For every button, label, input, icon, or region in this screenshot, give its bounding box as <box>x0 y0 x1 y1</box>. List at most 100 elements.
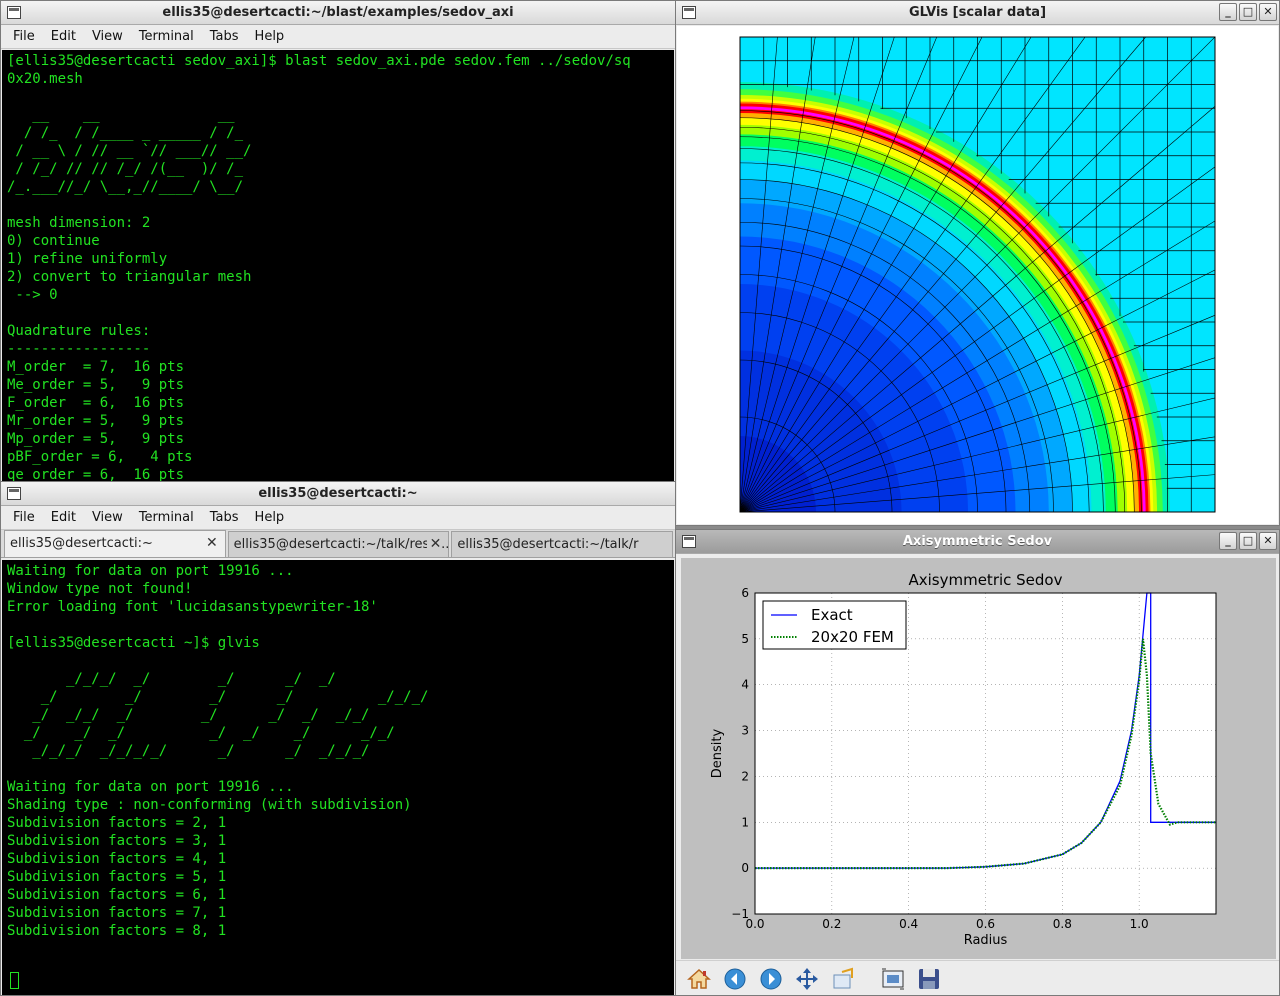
back-button[interactable] <box>720 964 750 994</box>
close-button[interactable]: ✕ <box>1259 532 1277 550</box>
chart-area[interactable]: Axisymmetric Sedov 0.0 0.2 0.4 0.6 0.8 1.0 −1 0 1… <box>681 558 1276 959</box>
glvis-title: GLVis [scalar data] <box>908 5 1047 20</box>
terminal2-titlebar[interactable]: ellis35@desertcacti:~ <box>1 482 675 506</box>
chart-title: Axisymmetric Sedov <box>908 571 1062 589</box>
menu-file[interactable]: File <box>13 29 35 44</box>
mesh-line <box>740 269 1215 512</box>
mesh-line <box>740 37 1086 512</box>
terminal1-menubar: File Edit View Terminal Tabs Help <box>1 25 675 49</box>
tab-talk[interactable]: ellis35@desertcacti:~/talk/r <box>451 531 674 557</box>
maximize-button[interactable]: □ <box>1239 532 1257 550</box>
glvis-window: GLVis [scalar data] _ □ ✕ <box>675 0 1280 526</box>
menu-terminal[interactable]: Terminal <box>138 29 194 44</box>
chart-legend: Exact 20x20 FEM <box>762 600 907 650</box>
back-icon <box>724 968 746 989</box>
density-chart: Axisymmetric Sedov 0.0 0.2 0.4 0.6 0.8 1.0 −1 0 1… <box>710 571 1217 948</box>
y-tick-label: 0 <box>741 861 749 875</box>
menu-file[interactable]: File <box>13 510 35 525</box>
terminal2-text: Waiting for data on port 19916 ... Windo… <box>7 563 429 939</box>
menu-view[interactable]: View <box>91 29 123 44</box>
menu-edit[interactable]: Edit <box>50 510 76 525</box>
legend-label: 20x20 FEM <box>811 628 894 646</box>
mesh-line <box>740 474 1215 512</box>
mesh-line <box>740 37 983 512</box>
terminal2-menubar: File Edit View Terminal Tabs Help <box>1 506 675 530</box>
legend-label: Exact <box>811 606 853 624</box>
mesh-line <box>740 166 1215 512</box>
tab-home[interactable]: ellis35@desertcacti:~ ✕ <box>4 530 226 557</box>
mesh-line <box>740 37 1215 512</box>
maximize-button[interactable]: □ <box>1239 3 1257 21</box>
mesh-line <box>740 357 1215 512</box>
x-axis-label: Radius <box>964 933 1008 948</box>
tab-talk-results[interactable]: ellis35@desertcacti:~/talk/resul... ✕ <box>227 531 450 557</box>
x-tick-label: 0.2 <box>822 917 841 931</box>
pan-button[interactable] <box>792 964 822 994</box>
save-button[interactable] <box>914 964 944 994</box>
menu-terminal[interactable]: Terminal <box>138 510 194 525</box>
glvis-render-canvas[interactable] <box>677 26 1278 524</box>
terminal2-tabbar: ellis35@desertcacti:~ ✕ ellis35@desertca… <box>1 530 675 558</box>
terminal-window-2: ellis35@desertcacti:~ File Edit View Ter… <box>0 481 676 996</box>
glvis-titlebar[interactable]: GLVis [scalar data] _ □ ✕ <box>676 1 1279 25</box>
menu-help[interactable]: Help <box>254 510 285 525</box>
subplots-button[interactable] <box>878 964 908 994</box>
close-button[interactable]: ✕ <box>1259 3 1277 21</box>
x-tick-label: 1.0 <box>1130 917 1149 931</box>
y-tick-label: −1 <box>731 907 749 921</box>
window-menu-icon[interactable] <box>7 487 21 500</box>
sedov-window-title: Axisymmetric Sedov <box>902 534 1053 549</box>
y-tick-label: 6 <box>741 586 749 600</box>
mesh-line <box>740 436 1215 512</box>
terminal1-title: ellis35@desertcacti:~/blast/examples/sed… <box>162 5 514 20</box>
window-menu-icon[interactable] <box>682 535 696 548</box>
menu-tabs[interactable]: Tabs <box>209 510 239 525</box>
tab-label: ellis35@desertcacti:~/talk/r <box>457 537 639 552</box>
mesh-line <box>740 37 778 512</box>
window-menu-icon[interactable] <box>682 6 696 19</box>
terminal1-titlebar[interactable]: ellis35@desertcacti:~/blast/examples/sed… <box>1 1 675 25</box>
y-tick-label: 3 <box>741 724 749 738</box>
terminal2-output[interactable]: Waiting for data on port 19916 ... Windo… <box>2 560 674 995</box>
menu-view[interactable]: View <box>91 510 123 525</box>
home-icon <box>687 968 711 989</box>
minimize-button[interactable]: _ <box>1219 3 1237 21</box>
window-menu-icon[interactable] <box>7 6 21 19</box>
y-tick-label: 5 <box>741 632 749 646</box>
forward-button[interactable] <box>756 964 786 994</box>
pan-icon <box>796 967 818 990</box>
matplotlib-toolbar <box>676 960 1279 995</box>
terminal2-title: ellis35@desertcacti:~ <box>258 486 418 501</box>
glvis-scalar-field <box>739 36 1216 513</box>
tab-label: ellis35@desertcacti:~/talk/resul... <box>233 537 450 552</box>
menu-edit[interactable]: Edit <box>50 29 76 44</box>
subplots-icon <box>882 968 904 989</box>
x-tick-label: 0.6 <box>976 917 995 931</box>
mesh-line <box>740 37 1032 512</box>
tab-label: ellis35@desertcacti:~ <box>10 536 153 551</box>
mesh-line <box>740 397 1215 512</box>
mesh-line <box>740 37 816 512</box>
mesh-line <box>740 37 855 512</box>
terminal1-output[interactable]: [ellis35@desertcacti sedov_axi]$ blast s… <box>2 50 674 481</box>
close-icon[interactable]: ✕ <box>426 536 442 552</box>
minimize-button[interactable]: _ <box>1219 532 1237 550</box>
zoom-button[interactable] <box>828 964 858 994</box>
sedov-titlebar[interactable]: Axisymmetric Sedov _ □ ✕ <box>676 530 1279 554</box>
x-tick-label: 0.0 <box>745 917 764 931</box>
x-tick-label: 0.4 <box>899 917 918 931</box>
terminal-cursor <box>10 972 19 989</box>
mesh-line <box>740 37 938 512</box>
mesh-line <box>740 314 1215 512</box>
menu-help[interactable]: Help <box>254 29 285 44</box>
menu-tabs[interactable]: Tabs <box>209 29 239 44</box>
terminal1-text: [ellis35@desertcacti sedov_axi]$ blast s… <box>7 53 631 481</box>
series-line-fem <box>755 638 1216 870</box>
home-button[interactable] <box>684 964 714 994</box>
y-tick-label: 1 <box>741 815 749 829</box>
sedov-plot-window: Axisymmetric Sedov _ □ ✕ Axisymmetric Se… <box>675 529 1280 996</box>
mesh-line <box>740 37 895 512</box>
close-icon[interactable]: ✕ <box>202 535 218 551</box>
y-axis-label: Density <box>710 728 725 778</box>
terminal-window-1: ellis35@desertcacti:~/blast/examples/sed… <box>0 0 676 482</box>
